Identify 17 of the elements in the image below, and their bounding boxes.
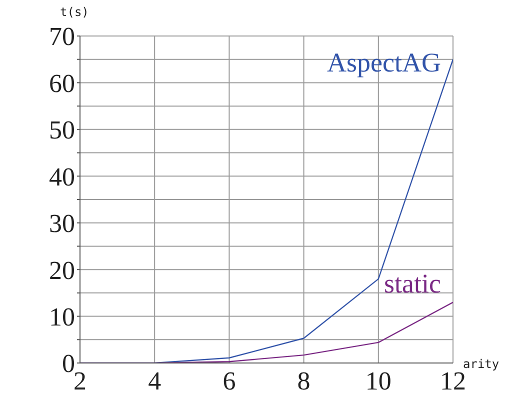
- x-tick-label: 2: [74, 366, 86, 396]
- y-tick-label: 20: [49, 256, 75, 285]
- y-tick-label: 50: [49, 116, 75, 145]
- y-axis-title: t(s): [60, 5, 89, 19]
- series-label: AspectAG: [327, 47, 441, 78]
- y-tick-label: 30: [49, 209, 75, 238]
- y-tick-label: 40: [49, 162, 75, 192]
- x-tick-label: 10: [365, 366, 392, 396]
- x-tick-label: 6: [222, 366, 236, 396]
- y-tick-label: 70: [49, 22, 75, 52]
- y-tick-label: 0: [62, 349, 75, 378]
- y-tick-label: 10: [49, 302, 75, 332]
- x-axis-title: arity: [463, 357, 500, 371]
- x-tick-label: 4: [148, 366, 162, 396]
- x-tick-label: 8: [297, 366, 310, 396]
- y-tick-label: 60: [49, 68, 75, 98]
- series-label: static: [384, 268, 442, 298]
